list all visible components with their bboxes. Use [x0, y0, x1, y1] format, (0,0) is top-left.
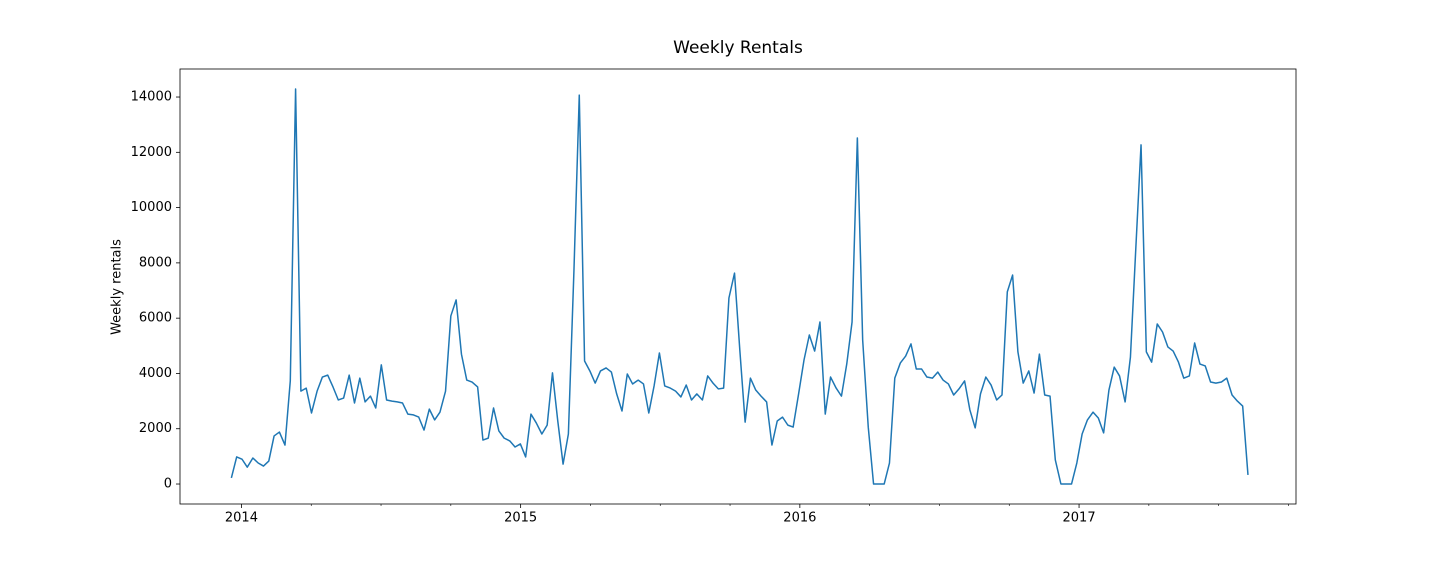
x-tick-label: 2015	[504, 511, 537, 526]
data-line	[230, 88, 1249, 485]
y-tick-label: 14000	[131, 90, 172, 105]
y-axis-label: Weekly rentals	[110, 239, 125, 335]
y-tick-label: 12000	[131, 145, 172, 160]
chart-title: Weekly Rentals	[673, 38, 803, 58]
plot-frame	[179, 68, 1297, 505]
y-tick-label: 4000	[139, 366, 172, 381]
x-tick-label: 2014	[225, 511, 258, 526]
y-tick-label: 6000	[139, 311, 172, 326]
x-tick-label: 2017	[1063, 511, 1096, 526]
y-tick-label: 8000	[139, 255, 172, 270]
y-tick-label: 0	[164, 477, 172, 492]
y-tick-label: 2000	[139, 421, 172, 436]
y-tick-label: 10000	[131, 200, 172, 215]
x-tick-label: 2016	[783, 511, 816, 526]
